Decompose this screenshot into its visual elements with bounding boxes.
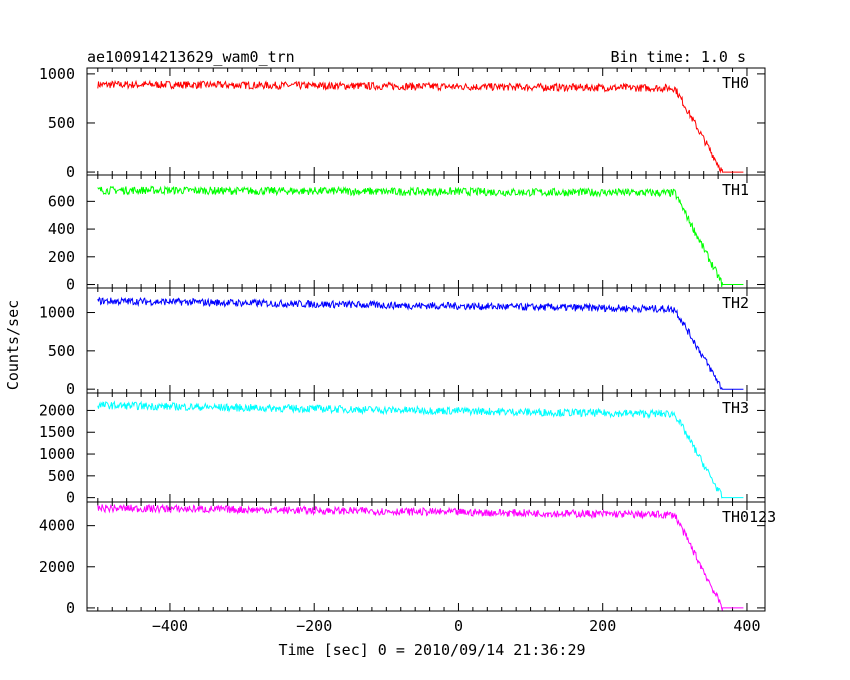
panel-label-th1: TH1 bbox=[722, 181, 749, 199]
y-tick-label: 200 bbox=[48, 248, 75, 266]
y-tick-label: 2000 bbox=[39, 401, 75, 419]
x-tick-label: 400 bbox=[733, 617, 760, 635]
y-tick-label: 0 bbox=[66, 380, 75, 398]
panel-label-th2: TH2 bbox=[722, 294, 749, 312]
panel-th0: 0 500 1000 TH0 bbox=[39, 65, 766, 181]
y-tick-label: 500 bbox=[48, 114, 75, 132]
series-line-th3 bbox=[97, 400, 744, 499]
series-line-th0 bbox=[97, 79, 744, 174]
x-axis-label: Time [sec] 0 = 2010/09/14 21:36:29 bbox=[278, 641, 585, 659]
panel-label-th0123: TH0123 bbox=[722, 508, 776, 526]
y-tick-label: 2000 bbox=[39, 558, 75, 576]
panel-th3: 0 500 1000 1500 2000 TH3 bbox=[39, 392, 766, 507]
y-tick-label: 1000 bbox=[39, 304, 75, 322]
y-tick-label: 0 bbox=[66, 276, 75, 294]
y-tick-label: 500 bbox=[48, 342, 75, 360]
panels-group: 0 500 1000 TH0 0 200 400 600 TH1 0 500 1000 TH2 0 500 1… bbox=[39, 65, 776, 635]
y-tick-label: 500 bbox=[48, 467, 75, 485]
y-tick-label: 4000 bbox=[39, 517, 75, 535]
y-tick-label: 0 bbox=[66, 599, 75, 617]
bin-time-label: Bin time: 1.0 s bbox=[611, 48, 746, 66]
chart-title: ae100914213629_wam0_trn bbox=[87, 48, 295, 66]
series-line-th2 bbox=[97, 296, 744, 390]
panel-label-th3: TH3 bbox=[722, 399, 749, 417]
y-tick-label: 0 bbox=[66, 163, 75, 181]
panel-frame bbox=[86, 501, 766, 612]
series-line-th1 bbox=[97, 185, 744, 287]
x-tick-label: 200 bbox=[589, 617, 616, 635]
x-tick-label: −400 bbox=[152, 617, 188, 635]
y-tick-label: 600 bbox=[48, 192, 75, 210]
panel-th0123: 0 2000 4000 TH0123 −400 −200 0 200 400 bbox=[39, 501, 776, 635]
y-tick-label: 400 bbox=[48, 220, 75, 238]
panel-th2: 0 500 1000 TH2 bbox=[39, 287, 766, 398]
series-line-th0123 bbox=[97, 503, 744, 611]
y-tick-label: 1500 bbox=[39, 423, 75, 441]
y-axis-label: Counts/sec bbox=[4, 300, 22, 390]
panel-frame bbox=[86, 392, 766, 503]
y-tick-label: 1000 bbox=[39, 445, 75, 463]
panel-th1: 0 200 400 600 TH1 bbox=[48, 174, 766, 294]
x-tick-label: −200 bbox=[296, 617, 332, 635]
y-tick-label: 1000 bbox=[39, 65, 75, 83]
panel-label-th0: TH0 bbox=[722, 74, 749, 92]
y-tick-label: 0 bbox=[66, 489, 75, 507]
x-tick-label: 0 bbox=[454, 617, 463, 635]
